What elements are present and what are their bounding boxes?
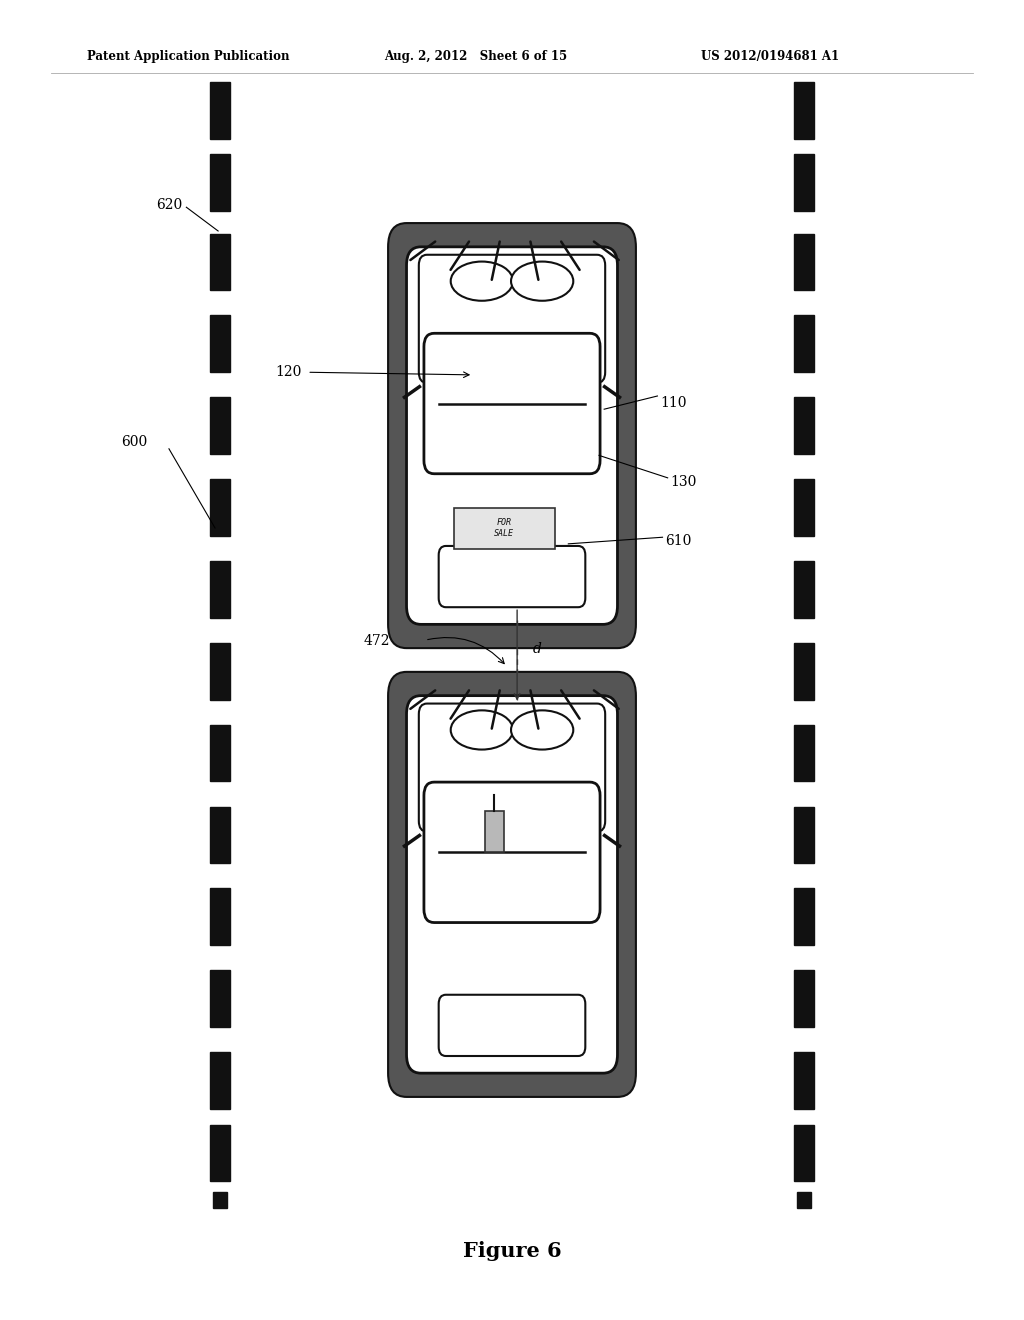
Bar	[211, 154, 229, 211]
Text: 610: 610	[666, 535, 692, 548]
Text: 620: 620	[156, 198, 182, 211]
Bar	[795, 643, 814, 700]
Bar	[795, 154, 814, 211]
Ellipse shape	[511, 261, 573, 301]
Text: 472: 472	[364, 634, 390, 648]
Bar	[211, 1125, 229, 1181]
Bar	[795, 561, 814, 618]
Bar	[211, 82, 229, 139]
Bar	[211, 888, 229, 945]
Bar	[795, 315, 814, 372]
Text: Patent Application Publication: Patent Application Publication	[87, 50, 290, 63]
Text: 120: 120	[275, 366, 302, 379]
Text: US 2012/0194681 A1: US 2012/0194681 A1	[701, 50, 840, 63]
Bar	[795, 1125, 814, 1181]
Text: 110: 110	[660, 396, 687, 409]
FancyBboxPatch shape	[424, 781, 600, 923]
Bar	[795, 397, 814, 454]
Ellipse shape	[451, 710, 513, 750]
FancyBboxPatch shape	[438, 546, 586, 607]
Bar	[213, 1192, 227, 1208]
FancyBboxPatch shape	[454, 508, 555, 549]
FancyBboxPatch shape	[424, 333, 600, 474]
Text: Aug. 2, 2012   Sheet 6 of 15: Aug. 2, 2012 Sheet 6 of 15	[384, 50, 567, 63]
Bar	[795, 725, 814, 781]
FancyBboxPatch shape	[419, 704, 605, 832]
Bar	[795, 82, 814, 139]
Bar	[795, 1052, 814, 1109]
Bar	[211, 561, 229, 618]
FancyBboxPatch shape	[419, 255, 605, 383]
Bar	[211, 397, 229, 454]
Bar	[795, 807, 814, 863]
Bar	[795, 888, 814, 945]
Text: 600: 600	[121, 436, 147, 449]
Bar	[211, 234, 229, 290]
FancyBboxPatch shape	[388, 223, 636, 648]
Bar	[211, 725, 229, 781]
Text: 130: 130	[671, 475, 697, 488]
Bar	[795, 234, 814, 290]
Text: FOR
SALE: FOR SALE	[495, 519, 514, 537]
Bar	[485, 812, 504, 853]
Bar	[797, 1192, 811, 1208]
Bar	[211, 479, 229, 536]
Ellipse shape	[511, 710, 573, 750]
Bar	[211, 315, 229, 372]
Bar	[211, 970, 229, 1027]
Ellipse shape	[451, 261, 513, 301]
FancyBboxPatch shape	[407, 696, 617, 1073]
Bar	[795, 970, 814, 1027]
Bar	[795, 479, 814, 536]
FancyBboxPatch shape	[388, 672, 636, 1097]
Text: d: d	[532, 643, 542, 656]
FancyBboxPatch shape	[407, 247, 617, 624]
Bar	[211, 1052, 229, 1109]
Bar	[211, 643, 229, 700]
Text: Figure 6: Figure 6	[463, 1241, 561, 1262]
FancyBboxPatch shape	[438, 995, 586, 1056]
Bar	[211, 807, 229, 863]
